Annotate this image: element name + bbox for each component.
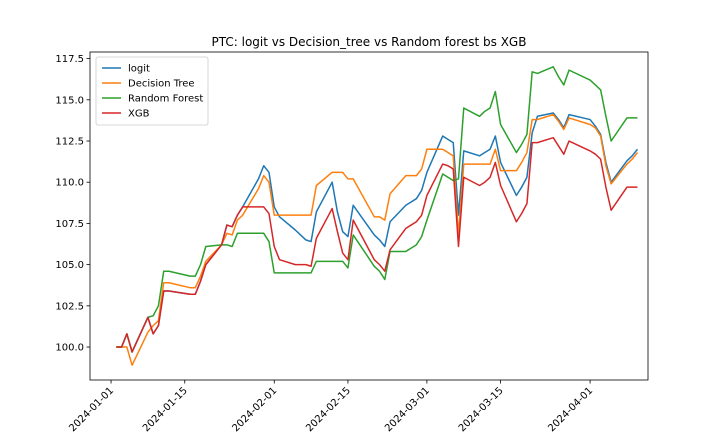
y-tick-label: 117.5 xyxy=(55,54,84,65)
legend-box xyxy=(95,56,209,126)
series-line-xgb xyxy=(116,136,638,353)
plot-area xyxy=(116,66,639,366)
legend-label: logit xyxy=(128,64,150,75)
legend: logit Decision Tree Random Forest XGB xyxy=(95,56,209,126)
y-tick-label: 100.0 xyxy=(55,343,84,354)
series-line-random-forest xyxy=(116,66,638,353)
y-tick-label: 115.0 xyxy=(55,95,84,106)
y-tick-label: 102.5 xyxy=(55,301,84,312)
x-tick-label: 2024-01-15 xyxy=(141,385,190,432)
x-tick-label: 2024-03-01 xyxy=(383,385,432,432)
legend-label: XGB xyxy=(128,109,150,120)
y-tick-label: 112.5 xyxy=(55,137,84,148)
y-axis: 100.0 102.5 105.0 107.5 110.0 112.5 115.0 117.5 xyxy=(55,54,90,354)
x-tick-label: 2024-02-01 xyxy=(230,385,279,432)
legend-label: Random Forest xyxy=(128,94,203,105)
y-tick-label: 107.5 xyxy=(55,219,84,230)
chart-title: PTC: logit vs Decision_tree vs Random fo… xyxy=(212,35,527,49)
x-tick-label: 2024-03-15 xyxy=(457,385,506,432)
x-tick-label: 2024-04-01 xyxy=(546,385,595,432)
series-line-decision-tree xyxy=(116,113,639,366)
x-tick-label: 2024-02-15 xyxy=(304,385,353,432)
x-axis: 2024-01-01 2024-01-15 2024-02-01 2024-02-15… xyxy=(67,380,595,434)
legend-label: Decision Tree xyxy=(128,79,195,90)
y-tick-label: 110.0 xyxy=(55,178,84,189)
series-line-logit xyxy=(116,112,639,353)
y-tick-label: 105.0 xyxy=(55,260,84,271)
plot-frame xyxy=(89,51,649,381)
x-tick-label: 2024-01-01 xyxy=(67,385,116,432)
